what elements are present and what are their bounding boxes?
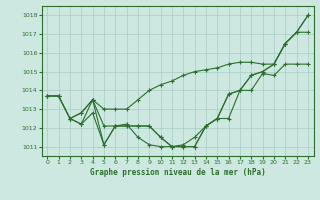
X-axis label: Graphe pression niveau de la mer (hPa): Graphe pression niveau de la mer (hPa) — [90, 168, 266, 177]
